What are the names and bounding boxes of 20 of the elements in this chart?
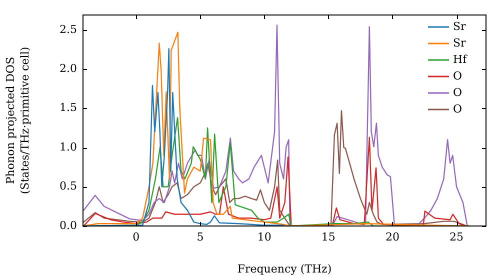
legend-label: O — [453, 102, 462, 116]
y-tick-label: 2.0 — [60, 62, 77, 75]
y-axis-title: Phonon projected DOS (States/THz·primitive cell) — [4, 46, 32, 194]
x-tick-label: 25 — [450, 230, 464, 244]
legend-label: Sr — [453, 36, 467, 50]
x-tick-label: 5 — [196, 230, 204, 244]
y-tick-label: 0.0 — [60, 218, 77, 232]
x-tick-label: 10 — [257, 230, 272, 244]
x-tick-label: 15 — [321, 230, 336, 244]
legend-label: O — [453, 86, 462, 99]
x-tick-label: 0 — [132, 230, 140, 244]
legend-label: Hf — [453, 52, 468, 66]
y-tick-label: 1.5 — [60, 101, 77, 114]
y-tick-label: 1.0 — [60, 140, 77, 154]
y-tick-label: 2.5 — [60, 22, 77, 36]
x-axis-title: Frequency (THz) — [237, 262, 332, 276]
legend-label: Sr — [453, 20, 467, 33]
y-tick-label: 0.5 — [60, 180, 77, 193]
x-tick-label: 20 — [385, 230, 400, 244]
legend-label: O — [453, 69, 462, 82]
